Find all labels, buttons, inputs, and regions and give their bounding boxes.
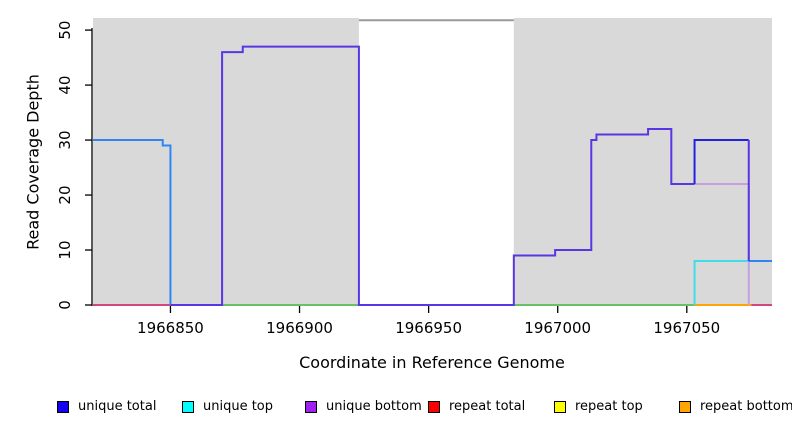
shaded-region <box>93 18 359 305</box>
y-tick-label: 30 <box>56 131 74 150</box>
shaded-region <box>513 18 772 305</box>
x-tick-label: 1966900 <box>266 319 333 337</box>
x-axis-title: Coordinate in Reference Genome <box>299 353 565 372</box>
series-unique-top-box <box>693 260 749 305</box>
y-tick-label: 40 <box>56 76 74 95</box>
x-tick-label: 1967050 <box>653 319 720 337</box>
x-tick-label: 1967000 <box>524 319 591 337</box>
y-tick-label: 0 <box>56 300 74 310</box>
series-unique-total-left <box>93 139 172 305</box>
y-tick-label: 10 <box>56 240 74 259</box>
series-unique-bottom-main <box>170 45 695 306</box>
y-axis-title: Read Coverage Depth <box>23 74 43 250</box>
x-tick-label: 1966950 <box>395 319 462 337</box>
series-unique-total-box <box>693 139 749 185</box>
y-tick-label: 50 <box>56 21 74 40</box>
x-tick-label: 1966850 <box>137 319 204 337</box>
y-tick-label: 20 <box>56 185 74 204</box>
